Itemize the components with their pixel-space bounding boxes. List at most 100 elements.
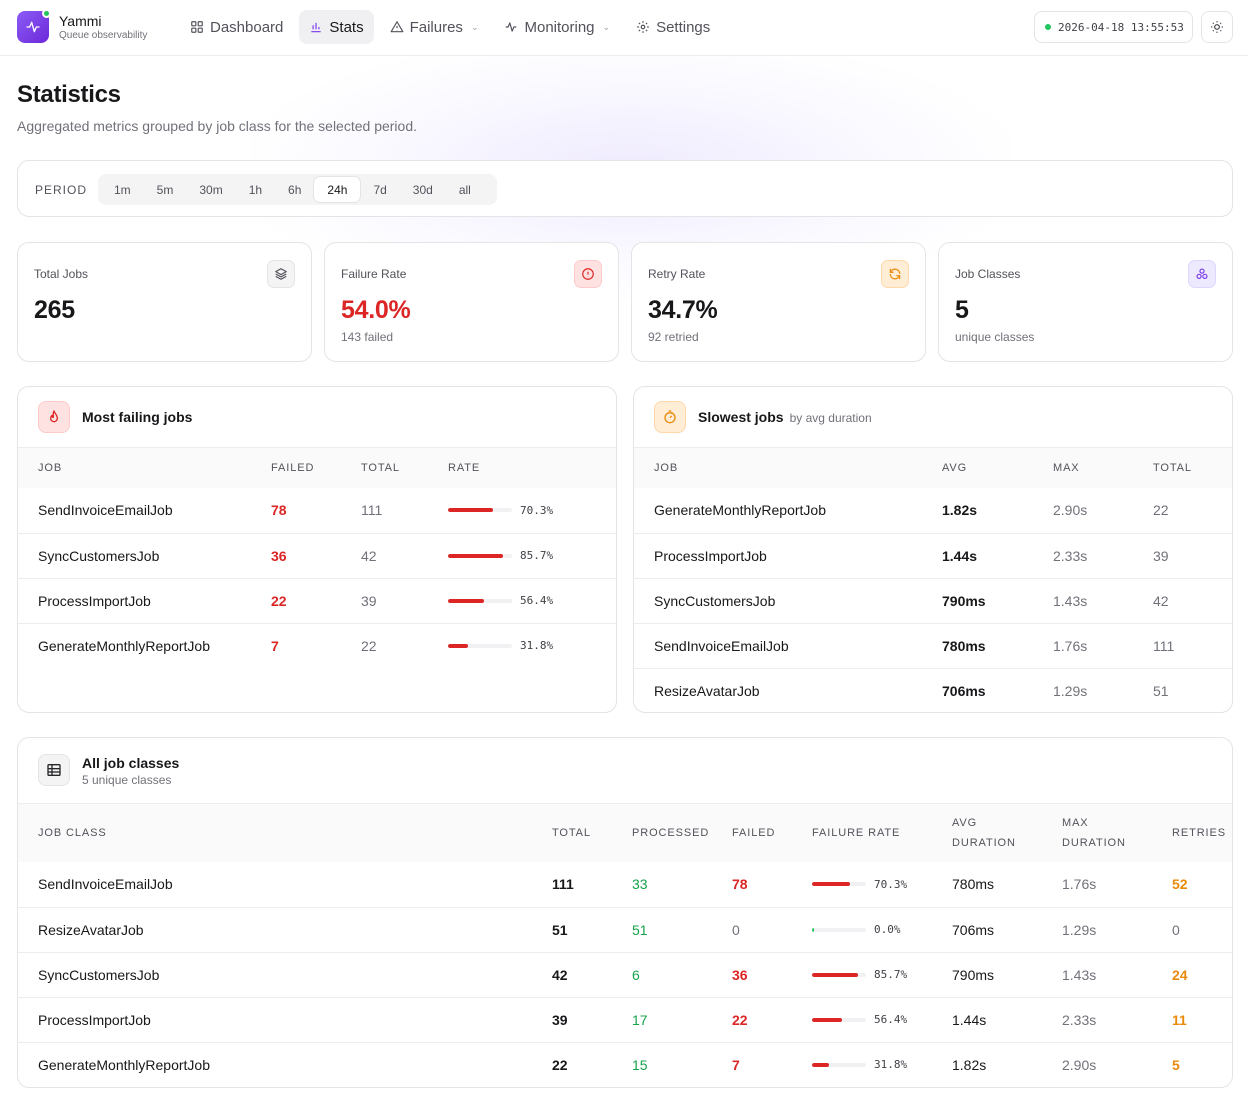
col-header-failure-rate: FAILURE RATE [812,804,952,862]
max-duration: 2.90s [1053,488,1153,534]
col-header-avg: AVG [942,448,1053,488]
period-option-24h[interactable]: 24h [314,177,361,202]
brand[interactable]: Yammi Queue observability [17,9,147,43]
pulse-icon [506,22,517,32]
rate-bar: 85.7% [812,968,952,981]
nav-settings[interactable]: Settings [626,10,720,44]
rate-percent: 70.3% [520,503,554,517]
table-row[interactable]: GenerateMonthlyReportJob 7 22 31.8% [18,623,616,668]
rate-bar-track [448,553,512,558]
col-header-processed: PROCESSED [632,804,732,862]
job-class-name: SendInvoiceEmailJob [18,862,552,908]
rate-bar: 31.8% [812,1058,952,1071]
job-name: SyncCustomersJob [634,578,942,624]
nav-settings-label: Settings [656,18,711,36]
max-duration: 1.76s [1053,623,1153,669]
period-option-5m[interactable]: 5m [156,182,174,197]
period-option-7d[interactable]: 7d [373,182,387,197]
panel-subtitle: 5 unique classes [82,773,172,787]
panel-title: Most failing jobs [82,409,193,425]
table-row[interactable]: GenerateMonthlyReportJob 1.82s 2.90s 22 [634,488,1232,534]
col-header-max: MAX [1053,448,1153,488]
processed-count: 17 [632,997,732,1043]
max-duration: 2.33s [1062,997,1172,1043]
table-row[interactable]: SendInvoiceEmailJob 780ms 1.76s 111 [634,623,1232,669]
job-class-name: ProcessImportJob [18,997,552,1043]
processed-count: 51 [632,907,732,953]
col-header-failed: FAILED [732,804,812,862]
stat-sub: 92 retried [648,330,699,344]
refresh-icon [881,260,909,288]
nav-failures[interactable]: Failures ⌄ [380,10,489,44]
online-dot [42,9,51,18]
retries-count: 24 [1172,952,1232,998]
total-count: 22 [1153,488,1232,534]
page-title: Statistics [17,81,121,108]
col-header-rate: RATE [448,448,616,488]
table-row[interactable]: SendInvoiceEmailJob 111 33 78 70.3% 780ms 1.76… [18,862,1232,908]
rate-cell: 85.7% [448,533,616,579]
rate-bar-fill [448,553,503,558]
avg-duration: 1.44s [952,997,1062,1043]
period-option-1h[interactable]: 1h [248,182,263,197]
job-name: ResizeAvatarJob [654,682,760,699]
max-duration: 1.29s [1053,682,1088,699]
rate-bar-fill [812,1062,830,1067]
rate-bar-track [448,508,512,513]
nav-dashboard[interactable]: Dashboard [180,10,293,44]
table-row[interactable]: SyncCustomersJob 42 6 36 85.7% 790ms 1.43s 24 [18,952,1232,998]
table-row[interactable]: ProcessImportJob 22 39 56.4% [18,578,616,624]
table-row[interactable]: ProcessImportJob 39 17 22 56.4% 1.44s 2.33s 11 [18,997,1232,1043]
col-header-job-class: JOB CLASS [18,804,552,862]
chevron-down-icon: ⌄ [470,21,479,32]
max-duration: 2.33s [1053,533,1153,579]
stat-sub: unique classes [955,330,1035,344]
nav-monitoring[interactable]: Monitoring ⌄ [494,10,620,44]
layers-icon [267,260,295,288]
processed-count: 6 [632,952,732,998]
max-duration: 1.29s [1062,907,1172,953]
table-row[interactable]: ProcessImportJob 1.44s 2.33s 39 [634,533,1232,579]
period-segmented-control: 1m 5m 30m 1h 6h 24h 7d 30d all [98,174,497,205]
job-name: ProcessImportJob [634,533,942,579]
theme-toggle-button[interactable] [1201,11,1233,43]
total-count: 42 [552,952,632,998]
table-row[interactable]: SyncCustomersJob 790ms 1.43s 42 [634,578,1232,624]
period-option-6h[interactable]: 6h [288,182,302,197]
total-count: 51 [552,907,632,953]
page-subtitle: Aggregated metrics grouped by job class … [17,118,418,134]
avg-duration: 1.82s [952,1056,987,1073]
total-count: 39 [552,997,632,1043]
failed-count: 0 [732,907,812,953]
stat-label: Failure Rate [341,267,407,281]
retries-count: 5 [1172,1056,1180,1073]
col-header-job: JOB [634,448,942,488]
max-duration: 2.90s [1062,1056,1097,1073]
gear-icon [637,21,649,33]
period-option-all[interactable]: all [458,182,471,197]
period-option-30m[interactable]: 30m [199,182,223,197]
nav-stats[interactable]: Stats [299,10,374,44]
period-option-1m[interactable]: 1m [114,182,131,197]
table-row[interactable]: SendInvoiceEmailJob 78 111 70.3% [18,488,616,534]
rate-bar: 31.8% [448,639,616,652]
retries-count: 11 [1172,997,1232,1043]
table-row[interactable]: SyncCustomersJob 36 42 85.7% [18,533,616,579]
top-bar: Yammi Queue observability Dashboard Stat… [0,0,1248,56]
logo-pulse-icon [17,9,51,43]
all-job-classes-panel: All job classes 5 unique classes JOB CLA… [17,737,1233,1088]
table-row[interactable]: GenerateMonthlyReportJob 22 15 7 31.8% 1.82s 2… [18,1042,1232,1087]
avg-duration: 1.44s [942,533,1053,579]
stat-card-job-classes: Job Classes 5 unique classes [938,242,1233,362]
period-option-30d[interactable]: 30d [412,182,433,197]
table-row[interactable]: ResizeAvatarJob 706ms 1.29s 51 [634,668,1232,712]
job-name: GenerateMonthlyReportJob [38,637,210,654]
total-count: 111 [361,488,448,534]
table-row[interactable]: ResizeAvatarJob 51 51 0 0.0% 706ms 1.29s 0 [18,907,1232,953]
failed-count: 7 [271,637,279,654]
rate-bar-track [812,972,866,977]
rate-bar-track [448,598,512,603]
stat-value: 5 [955,296,969,324]
total-count: 39 [1153,533,1232,579]
dashboard-icon [191,21,203,33]
